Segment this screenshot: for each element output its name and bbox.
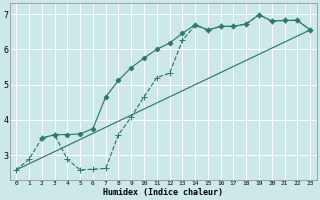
X-axis label: Humidex (Indice chaleur): Humidex (Indice chaleur)	[103, 188, 223, 197]
